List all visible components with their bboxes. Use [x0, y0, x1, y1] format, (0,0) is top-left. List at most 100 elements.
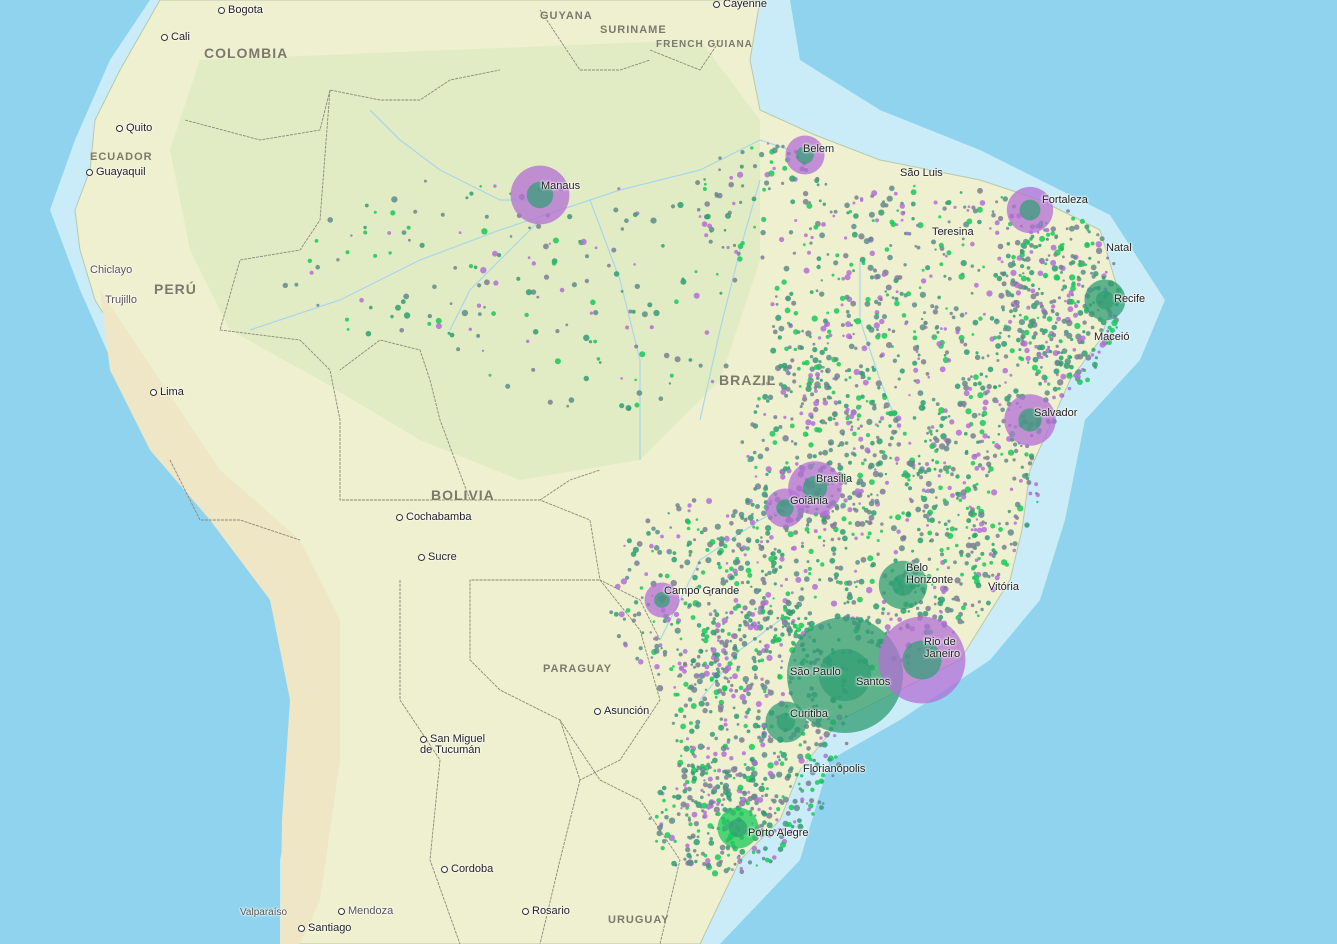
point: [555, 329, 560, 334]
point: [820, 562, 825, 567]
point: [658, 396, 664, 402]
point: [704, 771, 709, 775]
point: [1069, 237, 1073, 241]
point: [781, 620, 788, 626]
point: [973, 374, 979, 380]
point: [578, 240, 581, 243]
point: [760, 540, 763, 544]
point: [937, 600, 944, 607]
point: [1093, 271, 1099, 277]
point: [703, 637, 709, 644]
point: [1023, 329, 1030, 336]
point: [933, 200, 938, 205]
point: [904, 322, 908, 326]
point: [869, 250, 875, 256]
point: [585, 254, 589, 259]
point: [967, 377, 971, 382]
point: [787, 829, 794, 835]
point: [819, 232, 825, 239]
point: [613, 611, 619, 617]
point: [805, 753, 812, 760]
point: [705, 649, 708, 653]
point: [943, 558, 948, 564]
point: [975, 351, 979, 355]
point: [913, 367, 919, 373]
point: [681, 597, 684, 601]
point: [744, 687, 749, 693]
point: [1012, 307, 1018, 313]
point: [905, 518, 910, 522]
point: [524, 312, 529, 318]
point: [980, 551, 985, 556]
point: [750, 146, 754, 150]
point: [784, 368, 789, 373]
point: [829, 396, 833, 400]
point: [712, 652, 716, 656]
point: [935, 429, 939, 433]
point: [989, 560, 994, 565]
point: [690, 659, 695, 664]
point: [814, 389, 818, 393]
point: [960, 403, 963, 406]
point: [775, 314, 782, 321]
point: [714, 612, 720, 618]
point: [725, 728, 729, 731]
point: [1009, 373, 1013, 377]
point: [858, 233, 865, 240]
point: [868, 236, 874, 242]
point: [765, 616, 770, 621]
point: [789, 390, 793, 394]
point: [876, 424, 880, 428]
point: [660, 647, 663, 650]
point: [726, 740, 730, 744]
point: [350, 234, 353, 237]
point: [1039, 328, 1044, 333]
point: [930, 304, 935, 309]
point: [769, 604, 773, 608]
point: [845, 309, 850, 314]
point: [745, 546, 750, 551]
point: [723, 868, 729, 874]
point: [682, 714, 687, 719]
point: [790, 440, 794, 443]
point: [946, 546, 950, 551]
point: [741, 184, 745, 188]
point: [346, 328, 350, 331]
point: [818, 451, 823, 456]
point: [781, 181, 785, 185]
point: [748, 618, 753, 623]
point: [1059, 339, 1063, 344]
point: [634, 344, 639, 349]
point: [808, 442, 814, 448]
point: [1035, 245, 1039, 249]
point: [702, 526, 708, 533]
point: [739, 869, 745, 875]
point: [963, 384, 969, 391]
point: [1073, 373, 1078, 378]
point: [743, 763, 747, 766]
point: [776, 755, 781, 759]
point: [762, 596, 766, 600]
point: [945, 201, 949, 205]
point: [997, 424, 1001, 428]
point: [894, 300, 900, 307]
point: [696, 208, 701, 212]
point: [1020, 275, 1027, 282]
point: [968, 505, 972, 509]
point: [751, 665, 759, 672]
point: [843, 253, 849, 259]
point: [977, 381, 982, 386]
point: [669, 373, 674, 378]
point: [733, 655, 738, 660]
point: [834, 576, 838, 580]
point: [1014, 501, 1021, 508]
point: [797, 330, 801, 334]
point: [875, 273, 881, 280]
point: [762, 554, 767, 559]
point: [811, 315, 818, 322]
point: [739, 693, 746, 701]
point: [877, 301, 882, 306]
point: [707, 776, 713, 782]
point: [855, 579, 859, 583]
